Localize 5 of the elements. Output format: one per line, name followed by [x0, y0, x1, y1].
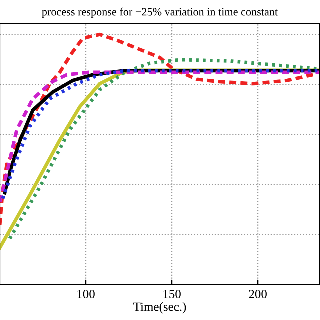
x-axis-title: Time(sec.)	[134, 302, 186, 314]
x-tick-label: 150	[164, 290, 181, 298]
chart-title: process response for −25% variation in time constant	[42, 8, 278, 18]
x-tick-label: 100	[78, 290, 95, 298]
x-tick-label: 200	[249, 290, 267, 298]
